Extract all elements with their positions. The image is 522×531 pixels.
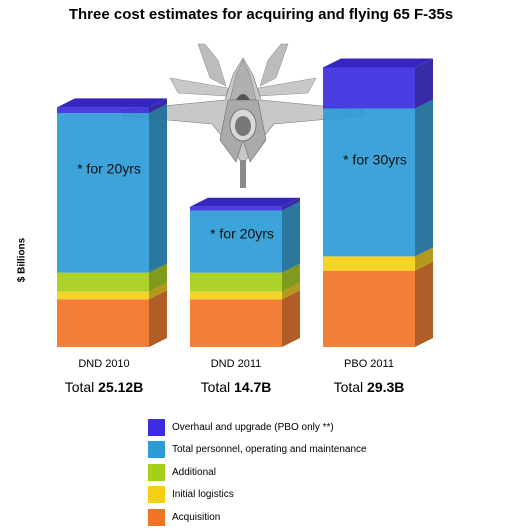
bar-segment <box>323 99 433 257</box>
legend-item-acquisition: Acquisition <box>148 506 367 528</box>
total-label-pbo-2011: Total 29.3B <box>314 379 424 395</box>
f-35-jet-icon <box>122 43 364 189</box>
legend-label: Total personnel, operating and maintenan… <box>172 444 367 455</box>
x-tick-label: DND 2010 <box>78 358 130 370</box>
bar-segment <box>323 247 433 271</box>
legend-swatch <box>148 508 165 526</box>
legend-label: Acquisition <box>172 511 221 523</box>
legend-item-personnel: Total personnel, operating and maintenan… <box>148 439 367 461</box>
bar-segment <box>190 263 300 292</box>
legend-item-logistics: Initial logistics <box>148 484 367 506</box>
legend-label: Overhaul and upgrade (PBO only **) <box>172 421 334 433</box>
bar-segment <box>323 261 433 347</box>
bar-annotation: * for 20yrs <box>210 225 274 241</box>
bar-segment <box>57 290 167 347</box>
legend-label: Initial logistics <box>172 489 234 500</box>
total-label-dnd-2010: Total 25.12B <box>49 379 159 395</box>
legend-label: Additional <box>172 466 216 478</box>
total-value: 14.7B <box>234 379 272 395</box>
total-label-dnd-2011: Total 14.7B <box>181 379 291 395</box>
total-value: 25.12B <box>98 379 144 395</box>
legend-swatch <box>148 441 165 458</box>
legend-item-overhaul: Overhaul and upgrade (PBO only **) <box>148 416 367 438</box>
bar-top-face <box>323 58 433 68</box>
bar-segment <box>190 201 300 273</box>
bar-top-face <box>190 197 300 207</box>
bar-segment <box>57 263 167 292</box>
total-prefix: Total <box>64 379 95 395</box>
bar-segment <box>57 282 167 300</box>
bar-top-face <box>57 98 167 108</box>
chart-legend: Overhaul and upgrade (PBO only **) Total… <box>148 416 367 529</box>
total-prefix: Total <box>333 379 364 395</box>
bar-annotation: * for 20yrs <box>77 161 141 177</box>
total-value: 29.3B <box>367 379 405 395</box>
chart-title: Three cost estimates for acquiring and f… <box>68 6 454 23</box>
bar-segment <box>57 104 167 273</box>
bar-segment <box>190 290 300 347</box>
bar-annotation: * for 30yrs <box>343 152 407 168</box>
bar-segment <box>190 282 300 300</box>
total-prefix: Total <box>200 379 231 395</box>
x-tick-label: PBO 2011 <box>344 358 394 370</box>
legend-swatch <box>148 418 165 436</box>
legend-item-additional: Additional <box>148 461 367 483</box>
bar-segment <box>190 197 300 211</box>
x-tick-label: DND 2011 <box>210 358 262 370</box>
chart-plot: * for 20yrs * for 20yrs * for 30yrs <box>57 43 433 347</box>
legend-swatch <box>148 463 165 481</box>
bar-segment <box>323 58 433 109</box>
bar-segment <box>57 98 167 114</box>
legend-swatch <box>148 486 165 503</box>
